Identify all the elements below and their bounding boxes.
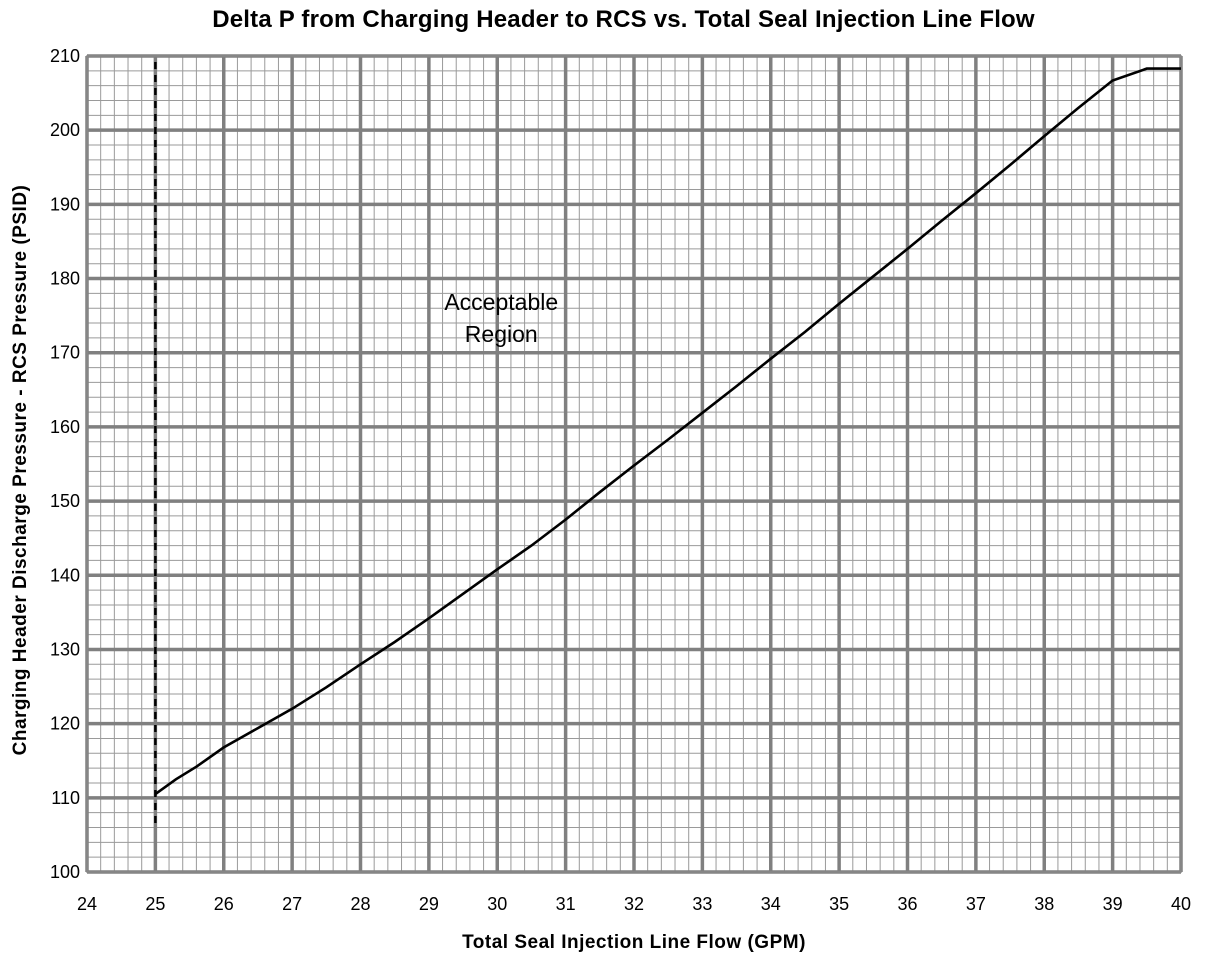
x-tick-label: 37 — [966, 894, 986, 914]
y-tick-label: 100 — [50, 862, 80, 882]
x-tick-label: 34 — [761, 894, 781, 914]
y-tick-label: 130 — [50, 639, 80, 659]
y-tick-label: 140 — [50, 565, 80, 585]
y-tick-labels: 100 110 120 130 140 150 160 170 180 190 200 210 — [50, 46, 80, 882]
series-line — [154, 67, 1181, 796]
x-tick-label: 33 — [692, 894, 712, 914]
chart-title: Delta P from Charging Header to RCS vs. … — [212, 6, 1035, 33]
x-tick-label: 39 — [1103, 894, 1123, 914]
y-tick-label: 150 — [50, 491, 80, 511]
y-tick-label: 120 — [50, 714, 80, 734]
x-axis-title: Total Seal Injection Line Flow (GPM) — [462, 932, 806, 953]
x-tick-label: 35 — [829, 894, 849, 914]
annotation-acceptable-region: Acceptable Region — [444, 289, 558, 347]
x-tick-label: 31 — [556, 894, 576, 914]
x-tick-label: 28 — [350, 894, 370, 914]
annotation-line: Region — [465, 321, 538, 347]
y-tick-label: 200 — [50, 120, 80, 140]
plot-frame — [86, 55, 1182, 873]
y-tick-label: 160 — [50, 417, 80, 437]
x-tick-label: 25 — [145, 894, 165, 914]
y-axis-title: Charging Header Discharge Pressure - RCS… — [10, 184, 31, 756]
x-tick-label: 26 — [214, 894, 234, 914]
x-tick-label: 32 — [624, 894, 644, 914]
x-tick-labels: 24 25 26 27 28 29 30 31 32 33 34 35 36 37 38 39 40 — [77, 894, 1191, 914]
annotation-line: Acceptable — [444, 289, 558, 315]
x-tick-label: 29 — [419, 894, 439, 914]
y-tick-label: 190 — [50, 194, 80, 214]
y-tick-label: 170 — [50, 343, 80, 363]
x-tick-label: 30 — [487, 894, 507, 914]
x-tick-label: 24 — [77, 894, 97, 914]
y-tick-label: 180 — [50, 269, 80, 289]
y-tick-label: 110 — [51, 788, 80, 808]
x-tick-label: 36 — [897, 894, 917, 914]
y-tick-label: 210 — [50, 46, 80, 66]
x-tick-label: 40 — [1171, 894, 1191, 914]
x-tick-label: 27 — [282, 894, 302, 914]
x-tick-label: 38 — [1034, 894, 1054, 914]
